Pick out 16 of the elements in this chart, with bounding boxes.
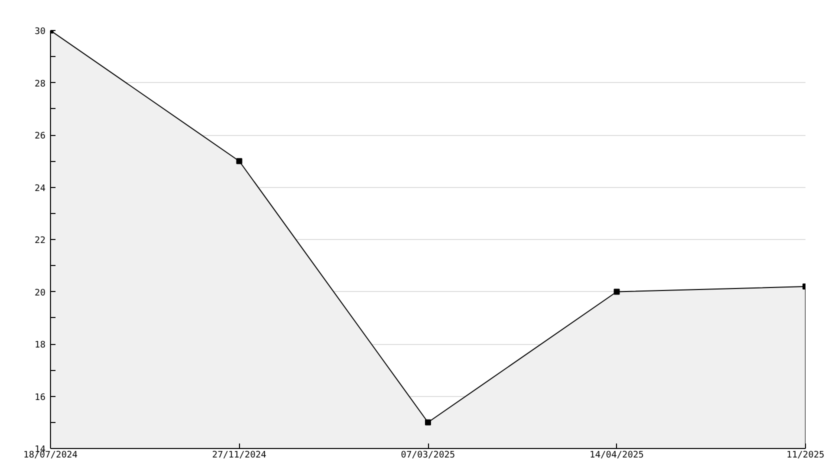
x-tick-label: 27/11/2024 (212, 450, 266, 460)
point (614, 288, 620, 295)
x-tick-label: 11/2025 (786, 450, 824, 460)
y-tick-label: 30 (34, 27, 46, 37)
x-tick-label: 07/03/2025 (400, 450, 456, 460)
y-tick-label: 26 (34, 132, 46, 142)
x-tick-label: 18/07/2024 (23, 450, 78, 460)
y-tick-label: 18 (34, 340, 46, 350)
y-tick-label: 16 (34, 392, 46, 403)
y-tick-label: 20 (34, 288, 46, 298)
point (425, 419, 431, 426)
x-tick-label: 14/04/2025 (590, 450, 644, 460)
y-tick-label: 28 (34, 79, 46, 90)
point (236, 158, 242, 164)
y-tick-label: 22 (34, 236, 46, 246)
y-tick-label: 24 (34, 184, 46, 194)
